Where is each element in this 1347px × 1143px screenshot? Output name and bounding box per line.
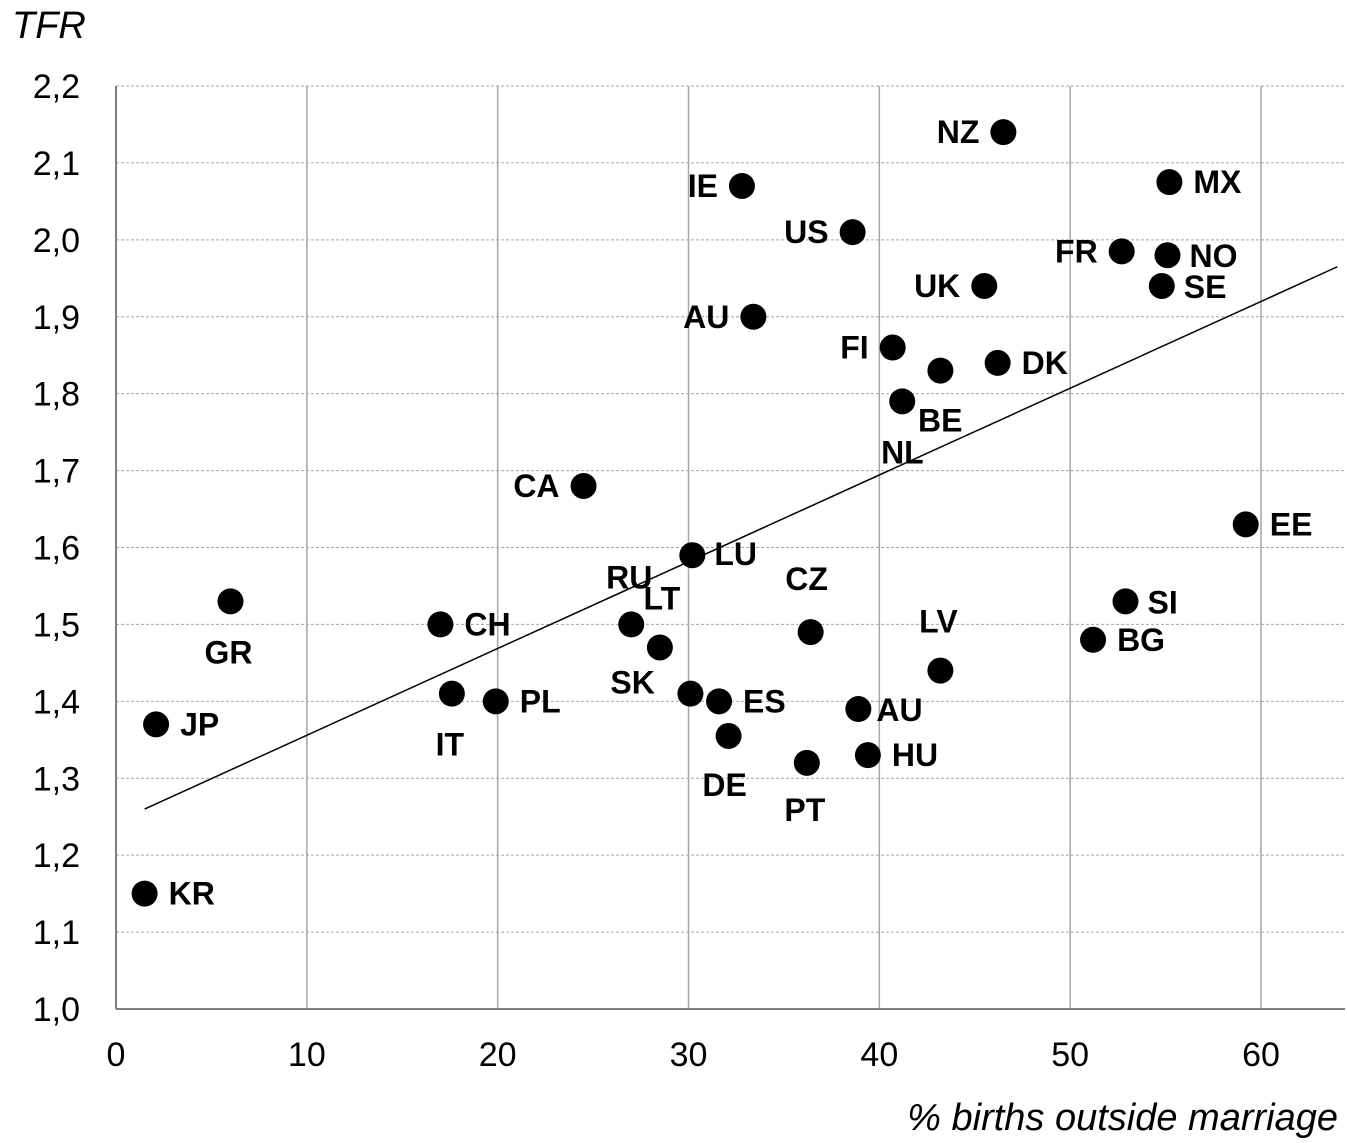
data-points (131, 119, 1259, 907)
point-ie (728, 172, 755, 199)
y-tick-label: 1,6 (33, 530, 80, 568)
point-label-pt: PT (784, 792, 825, 828)
point-label-es: ES (743, 683, 786, 719)
point-fr (1108, 238, 1135, 265)
x-axis-title: % births outside marriage (907, 1097, 1338, 1139)
point-no (1154, 242, 1181, 269)
point-label-au: AU (683, 299, 729, 335)
y-tick-label: 2,2 (33, 68, 80, 106)
point-label-us: US (784, 214, 828, 250)
point-ru (618, 611, 645, 638)
trendline (144, 266, 1338, 810)
point-label-gr: GR (205, 634, 253, 670)
y-tick-label: 1,7 (33, 453, 80, 491)
point-label-sk: SK (610, 665, 654, 701)
point-se (1148, 272, 1175, 299)
point-uk (971, 272, 998, 299)
point-label-fr: FR (1055, 233, 1098, 269)
point-pl (482, 688, 509, 715)
point-label-kr: KR (169, 876, 215, 912)
point-dk (984, 349, 1011, 376)
point-fi (879, 334, 906, 361)
y-tick-label: 1,5 (33, 606, 80, 644)
point-hu (854, 742, 881, 769)
point-nl (927, 357, 954, 384)
x-tick-label: 0 (107, 1036, 126, 1074)
x-tick-label: 50 (1051, 1036, 1089, 1074)
y-tick-label: 1,9 (33, 299, 80, 337)
x-tick-label: 10 (288, 1036, 326, 1074)
point-de (715, 722, 742, 749)
axes: 1,0 1,1 1,2 1,3 1,4 1,5 1,6 1,7 1,8 1,9 2,0 2,1 2,2 0… (33, 68, 1345, 1074)
point-label-lv: LV (919, 604, 958, 640)
point-au (845, 696, 872, 723)
point-label-mx: MX (1193, 164, 1242, 200)
point-us (839, 219, 866, 246)
point-ch (427, 611, 454, 638)
point-it (438, 680, 465, 707)
x-tick-label: 60 (1242, 1036, 1280, 1074)
point-label-fi: FI (840, 330, 868, 366)
point-label-lu: LU (714, 536, 757, 572)
point-label-no: NO (1189, 238, 1237, 274)
y-tick-label: 1,1 (33, 914, 80, 952)
point-si (1112, 588, 1139, 615)
point-es (706, 688, 733, 715)
point-jp (143, 711, 170, 738)
point-bg (1080, 626, 1107, 653)
point-au (740, 303, 767, 330)
point-gr (217, 588, 244, 615)
point-label-ee: EE (1270, 506, 1313, 542)
y-axis-title: TFR (12, 5, 86, 47)
point-nz (990, 119, 1017, 146)
point-label-si: SI (1148, 584, 1178, 620)
point-sk (677, 680, 704, 707)
point-lt (646, 634, 673, 661)
point-label-hu: HU (892, 737, 938, 773)
point-label-jp: JP (180, 706, 219, 742)
point-label-se: SE (1184, 269, 1227, 305)
point-cz (797, 619, 824, 646)
point-label-ie: IE (688, 168, 718, 204)
point-label-au: AU (876, 692, 922, 728)
point-label-nl: NL (881, 435, 924, 471)
point-lu (679, 542, 706, 569)
point-mx (1156, 169, 1183, 196)
point-lv (927, 657, 954, 684)
y-tick-label: 1,8 (33, 376, 80, 414)
point-label-bg: BG (1117, 622, 1165, 658)
point-label-uk: UK (914, 268, 960, 304)
point-ca (570, 472, 597, 499)
point-label-ca: CA (513, 468, 559, 504)
point-label-de: DE (702, 767, 746, 803)
y-tick-label: 2,1 (33, 145, 80, 183)
point-label-dk: DK (1022, 345, 1068, 381)
point-label-ru: RU (606, 559, 652, 595)
point-ee (1232, 511, 1259, 538)
y-tick-label: 1,3 (33, 760, 80, 798)
x-tick-label: 40 (860, 1036, 898, 1074)
y-tick-label: 2,0 (33, 222, 80, 260)
trendline-group (144, 266, 1338, 810)
point-label-nz: NZ (937, 114, 980, 150)
point-pt (793, 749, 820, 776)
y-tick-label: 1,4 (33, 683, 80, 721)
point-label-lt: LT (644, 580, 681, 616)
point-label-ch: CH (464, 606, 510, 642)
y-tick-label: 1,2 (33, 837, 80, 875)
point-kr (131, 880, 158, 907)
point-label-it: IT (436, 727, 465, 763)
point-be (889, 388, 916, 415)
x-tick-label: 30 (670, 1036, 708, 1074)
point-label-be: BE (918, 402, 962, 438)
point-label-cz: CZ (785, 561, 828, 597)
y-tick-label: 1,0 (33, 991, 80, 1029)
point-label-pl: PL (520, 683, 561, 719)
x-tick-label: 20 (479, 1036, 517, 1074)
